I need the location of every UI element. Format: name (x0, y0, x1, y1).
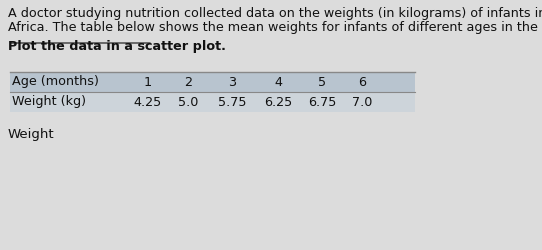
Text: Africa. The table below shows the mean weights for infants of different ages in : Africa. The table below shows the mean w… (8, 21, 542, 34)
Text: Weight (kg): Weight (kg) (12, 96, 86, 108)
Text: A doctor studying nutrition collected data on the weights (in kilograms) of infa: A doctor studying nutrition collected da… (8, 7, 542, 20)
FancyBboxPatch shape (10, 92, 415, 112)
Text: 4.25: 4.25 (134, 96, 162, 108)
Text: 6: 6 (358, 76, 366, 88)
Text: Age (months): Age (months) (12, 76, 99, 88)
Text: 4: 4 (274, 76, 282, 88)
Text: 7.0: 7.0 (352, 96, 372, 108)
FancyBboxPatch shape (10, 72, 415, 92)
Text: 6.25: 6.25 (264, 96, 292, 108)
Text: 5.0: 5.0 (178, 96, 198, 108)
Text: 1: 1 (144, 76, 152, 88)
Text: Weight: Weight (8, 128, 55, 141)
Text: 6.75: 6.75 (308, 96, 336, 108)
Text: Plot the data in a scatter plot.: Plot the data in a scatter plot. (8, 40, 226, 53)
Text: 3: 3 (228, 76, 236, 88)
Text: 5: 5 (318, 76, 326, 88)
Text: 2: 2 (184, 76, 192, 88)
Text: 5.75: 5.75 (218, 96, 246, 108)
